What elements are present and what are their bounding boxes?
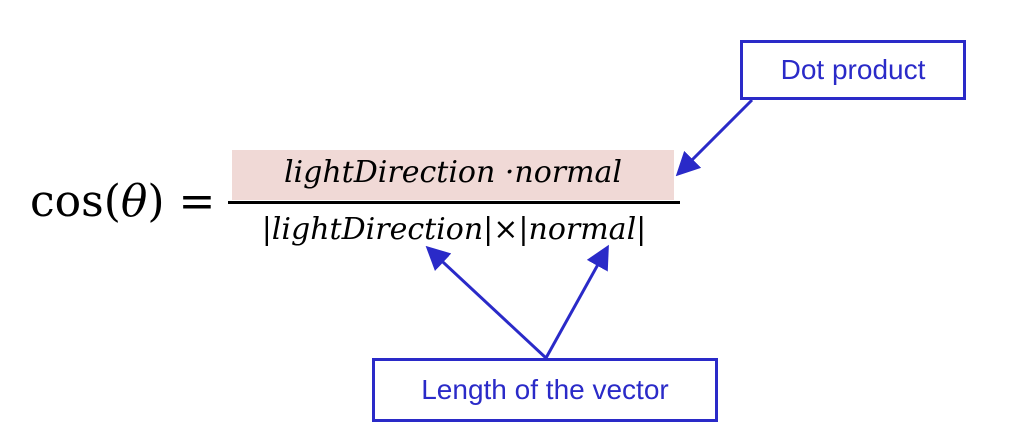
fraction-denominator: |lightDirection|×|normal| — [261, 212, 647, 247]
length-arrow-right — [544, 244, 609, 359]
close-paren: ) — [147, 176, 165, 227]
dot-product-arrow — [675, 98, 754, 177]
vector-length-label: Length of the vector — [372, 358, 718, 422]
equals-sign: = — [164, 176, 216, 227]
dot-product-label: Dot product — [740, 40, 966, 100]
length-arrow-left — [425, 245, 548, 360]
formula-lhs: cos(θ) = — [30, 176, 215, 227]
open-paren: ( — [103, 176, 121, 227]
fraction-numerator: lightDirection ·normal — [283, 155, 623, 190]
fraction-bar — [228, 201, 680, 204]
theta-symbol: θ — [120, 176, 148, 227]
numerator-highlight — [232, 150, 674, 200]
cos-function: cos — [30, 176, 104, 227]
